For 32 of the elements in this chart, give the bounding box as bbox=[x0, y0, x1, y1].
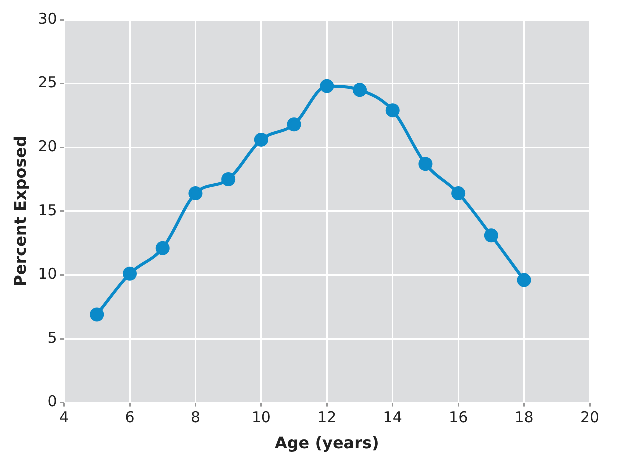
x-tick-label: 8 bbox=[190, 408, 200, 427]
point bbox=[222, 172, 236, 186]
y-tick-label: 0 bbox=[48, 392, 58, 411]
y-tick-label: 5 bbox=[48, 328, 58, 347]
x-tick-label: 18 bbox=[514, 408, 534, 427]
x-tick-label: 20 bbox=[580, 408, 600, 427]
point bbox=[353, 83, 367, 98]
y-axis-title: Percent Exposed bbox=[10, 136, 30, 287]
x-tick-label: 12 bbox=[318, 408, 337, 427]
point bbox=[156, 241, 170, 256]
point bbox=[287, 118, 302, 132]
point bbox=[320, 79, 334, 94]
x-tick-label: 4 bbox=[60, 408, 70, 427]
x-axis-title: Age (years) bbox=[274, 434, 380, 453]
y-tick-label: 10 bbox=[38, 265, 58, 284]
point bbox=[90, 308, 104, 322]
point bbox=[123, 266, 137, 281]
x-tick-label: 6 bbox=[125, 408, 135, 427]
x-tick-label: 16 bbox=[449, 408, 468, 427]
y-tick-label: 20 bbox=[38, 137, 58, 156]
y-tick-label: 25 bbox=[38, 74, 58, 92]
point bbox=[188, 186, 203, 201]
point bbox=[517, 273, 532, 288]
x-tick-label: 14 bbox=[383, 408, 402, 427]
point bbox=[484, 228, 498, 243]
point bbox=[418, 157, 433, 172]
y-tick-label: 30 bbox=[38, 10, 58, 28]
point bbox=[254, 132, 268, 147]
point bbox=[452, 186, 466, 201]
point bbox=[386, 104, 400, 118]
x-tick-label: 10 bbox=[252, 408, 271, 427]
y-tick-label: 15 bbox=[38, 201, 58, 220]
